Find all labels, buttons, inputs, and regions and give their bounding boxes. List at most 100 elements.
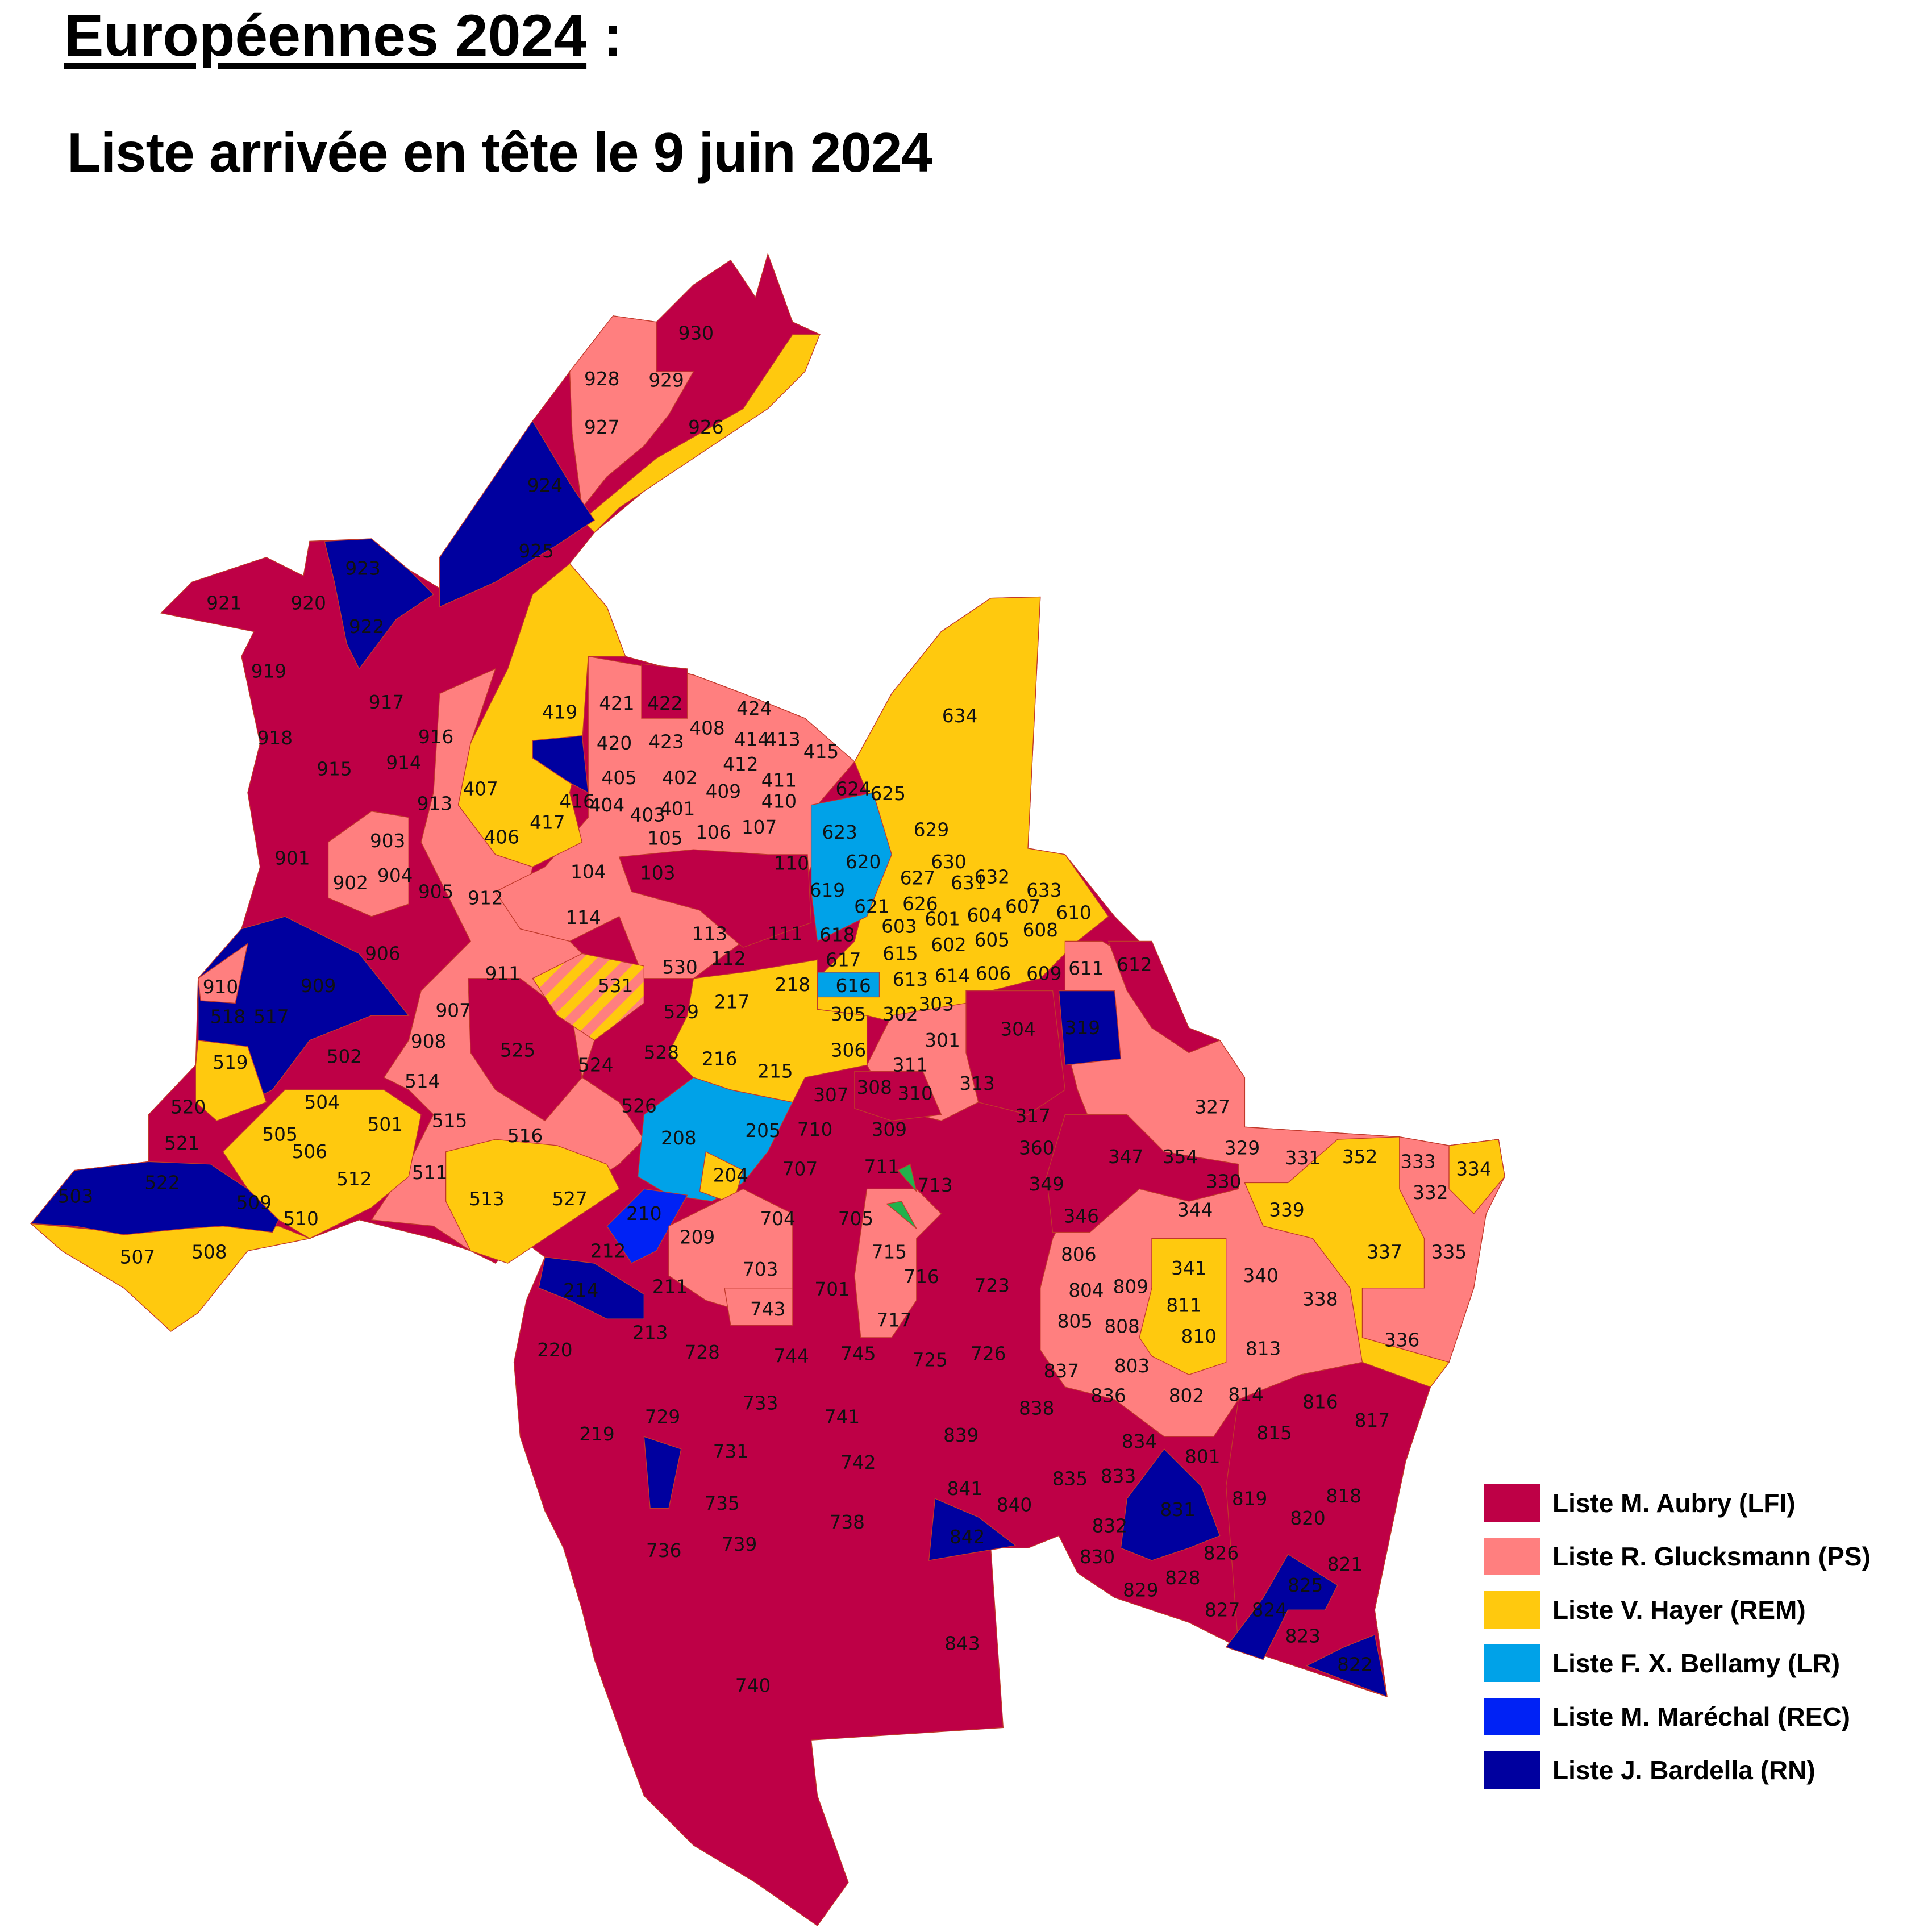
bureau-label-212: 212 xyxy=(590,1240,626,1261)
bureau-label-401: 401 xyxy=(660,798,695,819)
bureau-label-632: 632 xyxy=(975,866,1010,888)
bureau-label-739: 739 xyxy=(722,1534,757,1555)
bureau-label-905: 905 xyxy=(418,881,453,902)
bureau-label-616: 616 xyxy=(835,975,871,997)
bureau-label-825: 825 xyxy=(1288,1575,1323,1596)
region-lfi-612 xyxy=(1107,940,1221,1054)
bureau-label-927: 927 xyxy=(584,417,619,438)
bureau-label-742: 742 xyxy=(840,1452,876,1473)
bureau-label-517: 517 xyxy=(253,1006,289,1028)
bureau-label-625: 625 xyxy=(870,783,905,805)
region-rem-926 xyxy=(581,334,821,534)
bureau-label-504: 504 xyxy=(304,1092,339,1113)
bureau-label-103: 103 xyxy=(640,863,675,884)
region-rem-507 xyxy=(30,1223,311,1332)
bureau-label-823: 823 xyxy=(1285,1625,1321,1647)
bureau-label-407: 407 xyxy=(463,778,498,800)
region-lr-619 xyxy=(810,792,892,942)
bureau-label-619: 619 xyxy=(810,880,845,901)
bureau-label-924: 924 xyxy=(527,475,563,497)
bureau-label-834: 834 xyxy=(1122,1431,1157,1452)
bureau-label-832: 832 xyxy=(1092,1515,1127,1537)
bureau-label-513: 513 xyxy=(469,1188,504,1210)
region-green-712a xyxy=(897,1163,917,1192)
bureau-label-310: 310 xyxy=(897,1083,932,1105)
bureau-label-805: 805 xyxy=(1057,1311,1093,1333)
bureau-label-419: 419 xyxy=(542,701,577,723)
bureau-label-829: 829 xyxy=(1123,1580,1158,1601)
bureau-label-629: 629 xyxy=(914,819,949,840)
bureau-label-505: 505 xyxy=(262,1124,297,1146)
bureau-label-726: 726 xyxy=(971,1343,1006,1364)
region-rn-319 xyxy=(1058,990,1122,1066)
bureau-label-733: 733 xyxy=(743,1393,778,1414)
bureau-label-901: 901 xyxy=(274,848,310,869)
region-lr-616 xyxy=(817,972,880,998)
bureau-label-920: 920 xyxy=(290,593,326,614)
bureau-label-716: 716 xyxy=(903,1266,939,1288)
bureau-label-509: 509 xyxy=(236,1192,272,1213)
bureau-label-710: 710 xyxy=(797,1119,832,1140)
bureau-label-842: 842 xyxy=(950,1526,985,1548)
bureau-label-420: 420 xyxy=(597,732,632,754)
bureau-label-422: 422 xyxy=(647,693,682,714)
bureau-label-925: 925 xyxy=(519,540,554,562)
bureau-label-903: 903 xyxy=(370,830,405,852)
bureau-label-921: 921 xyxy=(206,593,242,614)
legend-item-rn: Liste J. Bardella (RN) xyxy=(1484,1743,1871,1797)
bureau-label-814: 814 xyxy=(1228,1384,1263,1405)
bureau-label-327: 327 xyxy=(1195,1097,1230,1118)
bureau-label-809: 809 xyxy=(1113,1276,1148,1298)
bureau-label-840: 840 xyxy=(997,1494,1032,1515)
bureau-label-520: 520 xyxy=(170,1097,206,1118)
bureau-label-923: 923 xyxy=(345,558,380,580)
region-rem-519 xyxy=(195,1040,267,1122)
region-rn-419 xyxy=(532,735,589,794)
bureau-label-525: 525 xyxy=(500,1039,535,1061)
bureau-label-930: 930 xyxy=(678,322,714,344)
bureau-label-928: 928 xyxy=(584,368,619,390)
bureau-label-826: 826 xyxy=(1204,1542,1239,1564)
bureau-label-306: 306 xyxy=(831,1039,866,1061)
bureau-label-508: 508 xyxy=(191,1242,227,1263)
bureau-label-219: 219 xyxy=(579,1423,614,1445)
bureau-label-503: 503 xyxy=(58,1186,93,1208)
bureau-label-607: 607 xyxy=(1005,896,1040,918)
bureau-label-213: 213 xyxy=(632,1322,668,1343)
region-rec-210 xyxy=(606,1188,688,1264)
legend-label: Liste R. Glucksmann (PS) xyxy=(1552,1542,1871,1571)
bureau-label-803: 803 xyxy=(1114,1355,1150,1377)
page-subtitle: Liste arrivée en tête le 9 juin 2024 xyxy=(67,121,932,184)
region-lfi-347 xyxy=(1046,1114,1239,1233)
region-rn-924 xyxy=(439,420,596,607)
bureau-label-623: 623 xyxy=(822,822,857,843)
bureau-label-404: 404 xyxy=(589,794,624,816)
bureau-label-620: 620 xyxy=(846,851,881,873)
bureau-label-220: 220 xyxy=(537,1339,572,1361)
legend-item-rem: Liste V. Hayer (REM) xyxy=(1484,1583,1871,1637)
bureau-label-311: 311 xyxy=(893,1055,928,1076)
bureau-label-304: 304 xyxy=(1000,1018,1035,1040)
bureau-label-331: 331 xyxy=(1285,1147,1321,1169)
bureau-label-606: 606 xyxy=(976,963,1011,984)
bureau-label-336: 336 xyxy=(1384,1329,1419,1351)
bureau-label-329: 329 xyxy=(1225,1138,1260,1159)
legend-item-rec: Liste M. Maréchal (REC) xyxy=(1484,1690,1871,1743)
bureau-label-530: 530 xyxy=(662,956,697,978)
bureau-label-317: 317 xyxy=(1015,1105,1050,1127)
bureau-label-307: 307 xyxy=(813,1084,848,1106)
region-rn-214 xyxy=(538,1256,644,1319)
bureau-label-745: 745 xyxy=(840,1343,876,1364)
bureau-label-217: 217 xyxy=(714,991,750,1013)
bureau-label-302: 302 xyxy=(882,1004,918,1025)
legend-label: Liste M. Maréchal (REC) xyxy=(1552,1702,1850,1731)
bureau-label-354: 354 xyxy=(1163,1146,1198,1168)
bureau-label-743: 743 xyxy=(750,1298,785,1320)
region-rn-729 xyxy=(643,1436,682,1509)
bureau-label-614: 614 xyxy=(935,965,970,987)
bureau-label-819: 819 xyxy=(1232,1488,1267,1509)
bureau-label-822: 822 xyxy=(1337,1654,1372,1675)
bureau-label-204: 204 xyxy=(713,1165,748,1186)
bureau-label-211: 211 xyxy=(652,1276,688,1298)
bureau-label-313: 313 xyxy=(959,1073,994,1094)
